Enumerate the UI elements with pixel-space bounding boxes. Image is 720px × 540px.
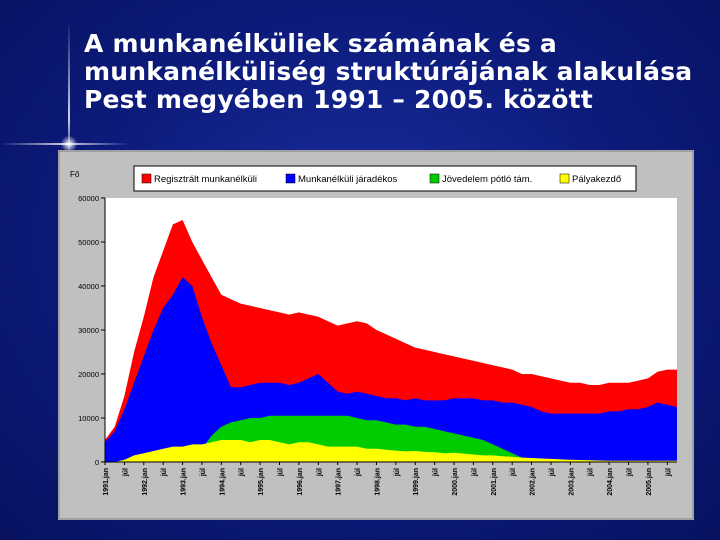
x-tick-label: júl	[161, 468, 168, 477]
x-tick-label: 1994.jan	[219, 468, 226, 496]
x-tick-label: 1998.jan	[375, 468, 382, 496]
x-tick-label: 2004.jan	[607, 468, 614, 496]
chart-container: 0 10000 20000 30000 40000 50000 60000 Fő 1991.ja…	[58, 150, 694, 520]
x-tick-label: 1993.jan	[181, 468, 188, 496]
series-area-4	[105, 440, 677, 462]
x-tick-label: júl	[549, 468, 556, 477]
x-tick-label: júl	[665, 468, 672, 477]
legend-swatch-4	[559, 173, 570, 184]
legend-swatch-1	[141, 173, 152, 184]
legend-box	[133, 165, 637, 192]
y-tick-label: 60000	[78, 194, 99, 203]
x-tick-label: júl	[200, 468, 207, 477]
page-title: A munkanélküliek számának és a munkanélk…	[84, 29, 693, 114]
legend-label-3: Jövedelem pótló tám.	[442, 174, 532, 185]
legend-label-4: Pályakezdő	[572, 174, 621, 185]
x-tick-label: júl	[471, 468, 478, 477]
legend-label-2: Munkanélküli járadékos	[298, 174, 398, 185]
x-tick-label: júl	[510, 468, 517, 477]
x-tick-label: 1995.jan	[258, 468, 265, 496]
decorative-vertical-line	[68, 20, 70, 160]
x-tick-label: júl	[316, 468, 323, 477]
y-axis-label: Fő	[70, 170, 80, 179]
y-tick-label: 0	[95, 458, 99, 467]
legend-label-1: Regisztrált munkanélküli	[154, 174, 257, 185]
x-tick-label: júl	[239, 468, 246, 477]
legend-swatch-3	[429, 173, 440, 184]
series-area-2	[105, 277, 677, 462]
x-tick-label: júl	[122, 468, 129, 477]
legend-swatch-2	[285, 173, 296, 184]
decorative-star-glow	[60, 136, 78, 152]
x-tick-label: 2000.jan	[452, 468, 459, 496]
x-tick-label: júl	[355, 468, 362, 477]
x-tick-label: 1992.jan	[142, 468, 149, 496]
x-tick-label: júl	[627, 468, 634, 477]
x-tick-label: júl	[433, 468, 440, 477]
x-tick-label: 1991.jan	[103, 468, 110, 496]
y-tick-label: 40000	[78, 282, 99, 291]
area-chart: 0 10000 20000 30000 40000 50000 60000 Fő 1991.ja…	[58, 150, 694, 520]
y-tick-label: 50000	[78, 238, 99, 247]
y-tick-label: 30000	[78, 326, 99, 335]
y-tick-label: 20000	[78, 370, 99, 379]
x-tick-label: 2003.jan	[568, 468, 575, 496]
x-tick-label: 1999.jan	[413, 468, 420, 496]
x-tick-label: 1997.jan	[336, 468, 343, 496]
x-tick-label: 1996.jan	[297, 468, 304, 496]
chart-panel-border	[58, 150, 694, 520]
x-tick-label: júl	[394, 468, 401, 477]
x-tick-label: 2005.jan	[646, 468, 653, 496]
x-tick-label: 2001.jan	[491, 468, 498, 496]
x-tick-label: júl	[588, 468, 595, 477]
x-tick-label: 2002.jan	[530, 468, 537, 496]
y-tick-label: 10000	[78, 414, 99, 423]
x-tick-label: júl	[278, 468, 285, 477]
